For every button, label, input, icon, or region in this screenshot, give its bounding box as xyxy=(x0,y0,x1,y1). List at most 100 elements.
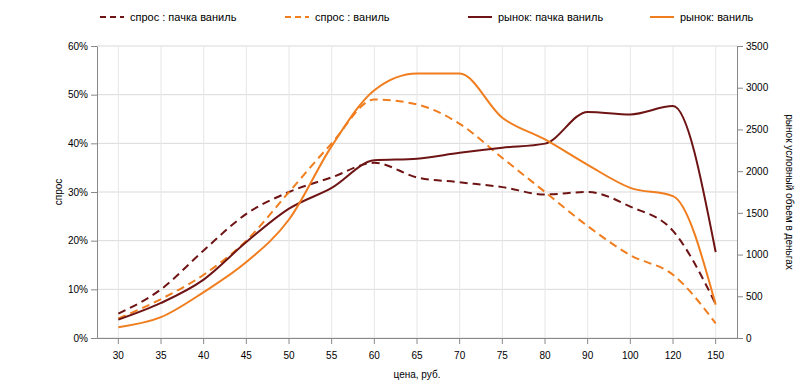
y-tick: 30% xyxy=(68,187,97,198)
y-tick: 20% xyxy=(68,235,97,246)
grid-line xyxy=(545,46,546,338)
legend-item: рынок: ваниль xyxy=(650,11,754,23)
tick-label: 75 xyxy=(497,350,509,361)
tick-label: 120 xyxy=(665,350,682,361)
x-tick: 35 xyxy=(155,338,167,361)
tick-label: 40 xyxy=(198,350,210,361)
legend-label: рынок: пачка ваниль xyxy=(498,11,603,23)
tick-label: 20% xyxy=(68,235,88,246)
tick-label: 0 xyxy=(746,333,752,344)
tick-mark xyxy=(91,143,97,144)
y-tick: 50% xyxy=(68,89,97,100)
tick-label: 2500 xyxy=(746,124,769,135)
grid xyxy=(97,46,737,338)
tick-mark xyxy=(91,192,97,193)
y-tick: 0% xyxy=(74,333,97,344)
x-tick: 120 xyxy=(665,338,682,361)
tick-label: 55 xyxy=(326,350,338,361)
tick-label: 65 xyxy=(411,350,423,361)
tick-label: 150 xyxy=(707,350,724,361)
tick-mark xyxy=(203,338,204,344)
tick-label: 3500 xyxy=(746,41,769,52)
x-tick: 150 xyxy=(707,338,724,361)
tick-mark xyxy=(545,338,546,344)
grid-line xyxy=(118,46,119,338)
grid-line xyxy=(673,46,674,338)
y2-tick: 3500 xyxy=(737,41,769,52)
series-line xyxy=(118,74,715,328)
x-tick: 45 xyxy=(241,338,253,361)
tick-mark xyxy=(459,338,460,344)
grid-line xyxy=(246,46,247,338)
chart-container: 0%10%20%30%40%50%60%05001000150020002500… xyxy=(0,0,800,386)
grid-line xyxy=(161,46,162,338)
tick-label: 1500 xyxy=(746,208,769,219)
tick-mark xyxy=(91,289,97,290)
x-tick: 80 xyxy=(539,338,551,361)
legend: спрос : пачка ваниль спрос : ваниль рынок:… xyxy=(100,11,754,23)
tick-label: 100 xyxy=(622,350,639,361)
grid-line xyxy=(331,46,332,338)
y2-tick: 1000 xyxy=(737,249,769,260)
tick-label: 70 xyxy=(454,350,466,361)
legend-item: спрос : ваниль xyxy=(285,11,390,23)
tick-mark xyxy=(91,241,97,242)
axis-line xyxy=(97,47,98,339)
tick-label: 90 xyxy=(582,350,594,361)
legend-swatch xyxy=(100,16,124,18)
legend-swatch xyxy=(650,16,674,18)
tick-mark xyxy=(417,338,418,344)
tick-mark xyxy=(737,338,743,339)
y-tick: 10% xyxy=(68,284,97,295)
tick-mark xyxy=(91,46,97,47)
tick-mark xyxy=(737,129,743,130)
y-tick: 60% xyxy=(68,41,97,52)
y2-tick: 3000 xyxy=(737,82,769,93)
legend-swatch xyxy=(468,16,492,18)
tick-mark xyxy=(737,255,743,256)
tick-label: 45 xyxy=(241,350,253,361)
tick-label: 40% xyxy=(68,138,88,149)
y-axis-title: спрос xyxy=(53,179,64,206)
x-tick: 65 xyxy=(411,338,423,361)
legend-label: спрос : ваниль xyxy=(315,11,390,23)
y2-tick: 2000 xyxy=(737,166,769,177)
axis-line xyxy=(737,47,738,339)
x-tick: 90 xyxy=(582,338,594,361)
tick-mark xyxy=(715,338,716,344)
tick-mark xyxy=(737,88,743,89)
grid-line xyxy=(417,46,418,338)
y2-tick: 2500 xyxy=(737,124,769,135)
tick-label: 2000 xyxy=(746,166,769,177)
x-tick: 40 xyxy=(198,338,210,361)
tick-mark xyxy=(630,338,631,344)
series-line xyxy=(118,106,715,320)
chart-svg: 0%10%20%30%40%50%60%05001000150020002500… xyxy=(0,0,800,386)
x-axis: 303540455055606570758090100120150 xyxy=(98,338,738,361)
tick-label: 50% xyxy=(68,89,88,100)
x-tick: 30 xyxy=(113,338,125,361)
tick-label: 80 xyxy=(539,350,551,361)
x-tick: 75 xyxy=(497,338,509,361)
tick-mark xyxy=(673,338,674,344)
tick-mark xyxy=(118,338,119,344)
grid-line xyxy=(630,46,631,338)
y2-axis: 0500100015002000250030003500 xyxy=(737,41,769,344)
tick-mark xyxy=(331,338,332,344)
tick-mark xyxy=(587,338,588,344)
legend-item: спрос : пачка ваниль xyxy=(100,11,237,23)
tick-label: 30% xyxy=(68,187,88,198)
tick-label: 30 xyxy=(113,350,125,361)
tick-mark xyxy=(91,338,97,339)
plot: 0%10%20%30%40%50%60%05001000150020002500… xyxy=(68,41,769,361)
x-tick: 70 xyxy=(454,338,466,361)
y-axis: 0% 10% 20% 30% 40% 50% 60% xyxy=(68,41,98,344)
legend-item: рынок: пачка ваниль xyxy=(468,11,603,23)
legend-label: рынок: ваниль xyxy=(680,11,754,23)
y-tick: 40% xyxy=(68,138,97,149)
tick-mark xyxy=(161,338,162,344)
tick-label: 60 xyxy=(369,350,381,361)
tick-mark xyxy=(246,338,247,344)
tick-mark xyxy=(91,95,97,96)
tick-mark xyxy=(374,338,375,344)
